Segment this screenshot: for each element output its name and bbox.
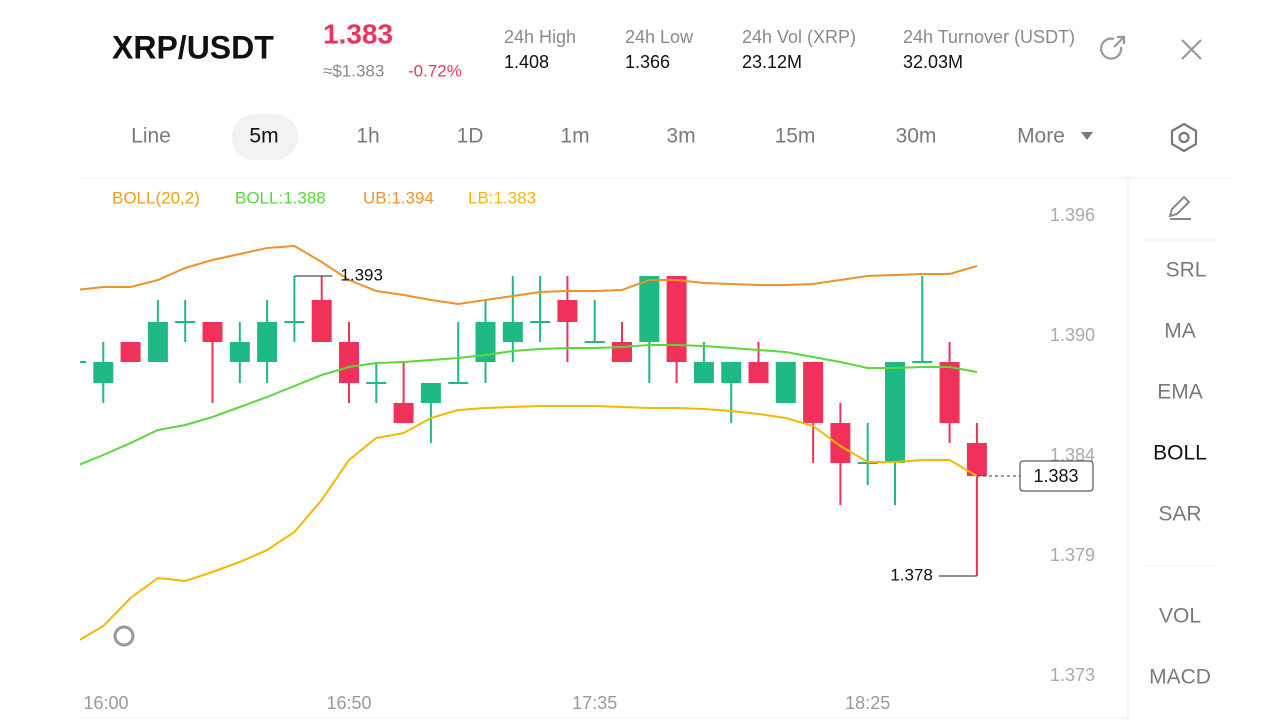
price: 1.383 bbox=[323, 18, 393, 49]
candle-body bbox=[721, 362, 742, 383]
candle-body bbox=[748, 362, 769, 383]
candle-body bbox=[420, 383, 441, 403]
legend-entry: UB:1.394 bbox=[363, 188, 434, 207]
stat-label: 24h High bbox=[504, 27, 576, 47]
y-tick-label: 1.396 bbox=[1050, 205, 1095, 225]
candle-body bbox=[557, 300, 578, 322]
candle-body bbox=[120, 342, 141, 362]
more-tab[interactable]: More bbox=[1017, 125, 1065, 148]
tab[interactable]: 15m bbox=[775, 125, 816, 148]
candle-body bbox=[366, 382, 387, 384]
usd-price: ≈$1.383 bbox=[323, 61, 384, 80]
candle-body bbox=[93, 362, 114, 383]
indicator[interactable]: SAR bbox=[1158, 503, 1201, 526]
overlay: 1.373 1.379 1.384 1.390 1.396 16:00 16:50 17:35… bbox=[83, 188, 1095, 712]
stat-value: 32.03M bbox=[903, 52, 963, 72]
candle-body bbox=[311, 300, 332, 342]
stat-value: 23.12M bbox=[742, 52, 802, 72]
x-tick-label: 17:35 bbox=[572, 693, 617, 713]
legend-entry: BOLL:1.388 bbox=[235, 188, 326, 207]
y-tick-label: 1.379 bbox=[1050, 545, 1095, 565]
tabs: Line 5m 1h 1D 1m 3m 15m 30m bbox=[131, 125, 936, 148]
sub-indicator[interactable]: VOL bbox=[1159, 605, 1201, 628]
stats: 24h High 1.408 24h Low 1.366 24h Vol (XR… bbox=[504, 27, 1075, 72]
symbol[interactable]: XRP/USDT bbox=[112, 29, 274, 65]
settings-icon[interactable] bbox=[1170, 122, 1198, 153]
logo-icon bbox=[113, 625, 135, 647]
tab[interactable]: Line bbox=[131, 125, 171, 148]
tab[interactable]: 1D bbox=[457, 125, 484, 148]
candle-body bbox=[885, 362, 905, 463]
candle-body bbox=[693, 362, 714, 383]
sub-indicator[interactable]: MACD bbox=[1149, 666, 1211, 689]
high-label: 1.393 bbox=[340, 265, 383, 284]
candle-body bbox=[284, 321, 305, 323]
candle-body bbox=[530, 321, 551, 323]
stat-value: 1.408 bbox=[504, 52, 549, 72]
candle-body bbox=[229, 342, 250, 362]
candle-body bbox=[147, 322, 168, 362]
stat-value: 1.366 bbox=[625, 52, 670, 72]
candle-body bbox=[830, 423, 851, 463]
tab-selected-bg bbox=[232, 114, 298, 160]
tab[interactable]: 1m bbox=[560, 125, 589, 148]
boll-line bbox=[80, 405, 978, 641]
legend-entry: LB:1.383 bbox=[468, 188, 536, 207]
close-icon[interactable] bbox=[1181, 39, 1202, 60]
candle-body bbox=[912, 361, 933, 363]
change: -0.72% bbox=[408, 61, 462, 80]
plot bbox=[80, 244, 987, 641]
stat-label: 24h Turnover (USDT) bbox=[903, 27, 1075, 47]
y-tick-label: 1.373 bbox=[1050, 665, 1095, 685]
candle-body bbox=[775, 362, 796, 403]
candle-body bbox=[175, 321, 196, 323]
tab[interactable]: 3m bbox=[666, 125, 695, 148]
candle-body bbox=[966, 443, 987, 476]
stats-clip: 24h High 1.408 24h Low 1.366 24h Vol (XR… bbox=[504, 27, 1075, 72]
indicator[interactable]: MA bbox=[1164, 320, 1196, 343]
candle-body bbox=[639, 276, 660, 342]
candle-body bbox=[666, 276, 687, 362]
candle-body bbox=[393, 403, 414, 423]
tab[interactable]: 1h bbox=[356, 125, 379, 148]
y-tick-label: 1.390 bbox=[1050, 325, 1095, 345]
candle-body bbox=[475, 322, 496, 362]
candle-body bbox=[202, 322, 223, 342]
tab[interactable]: 5m bbox=[249, 125, 278, 148]
boll-line bbox=[80, 244, 978, 306]
more-arrow[interactable] bbox=[1081, 132, 1093, 140]
x-tick-label: 18:25 bbox=[845, 693, 890, 713]
candle-body bbox=[80, 361, 86, 363]
draw-icon[interactable] bbox=[1168, 195, 1191, 220]
candle-body bbox=[448, 382, 469, 384]
indicator[interactable]: EMA bbox=[1157, 381, 1203, 404]
last-price-label: 1.383 bbox=[1033, 466, 1078, 486]
candle-body bbox=[584, 341, 605, 343]
tab[interactable]: 30m bbox=[896, 125, 937, 148]
x-tick-label: 16:50 bbox=[326, 693, 371, 713]
last-price-box bbox=[1019, 460, 1094, 492]
candle-body bbox=[257, 322, 278, 362]
x-tick-label: 16:00 bbox=[83, 693, 128, 713]
candle-body bbox=[502, 322, 523, 342]
candle-body bbox=[939, 362, 960, 423]
boll-line bbox=[80, 344, 978, 466]
indicator[interactable]: SRL bbox=[1166, 259, 1207, 282]
stat-label: 24h Low bbox=[625, 27, 694, 47]
low-label: 1.378 bbox=[890, 565, 933, 584]
indicator[interactable]: BOLL bbox=[1153, 442, 1207, 465]
candle-body bbox=[803, 362, 824, 423]
share-icon[interactable] bbox=[1100, 35, 1126, 60]
indicator-menu: SRL MA EMA BOLL SAR VOL MACD bbox=[1149, 259, 1211, 689]
candle-body bbox=[612, 342, 632, 362]
stat-label: 24h Vol (XRP) bbox=[742, 27, 856, 47]
candle-body bbox=[339, 342, 359, 383]
indicator-label: BOLL(20,2) bbox=[112, 188, 200, 207]
y-tick-label: 1.384 bbox=[1050, 445, 1095, 465]
